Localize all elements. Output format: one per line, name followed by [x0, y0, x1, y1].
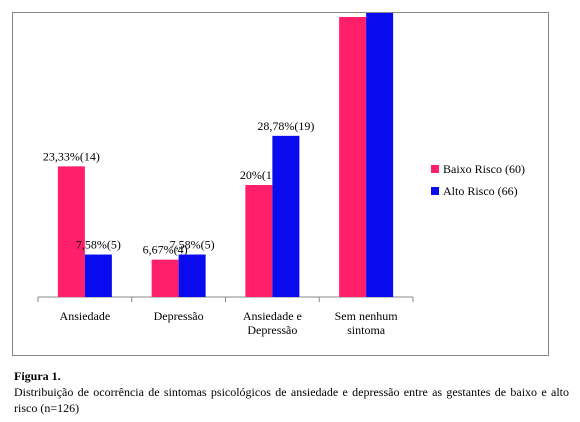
- bar-alto-risco: [366, 13, 394, 298]
- data-label: 50%(30): [332, 13, 374, 14]
- bar-baixo-risco: [339, 17, 367, 297]
- data-label: 7,58%(5): [170, 238, 215, 252]
- bar-baixo-risco: [57, 166, 85, 297]
- data-label: 7,58%(5): [76, 238, 121, 252]
- chart-frame: 23,33%(14) 7,58%(5) Ansiedade 6,67%(4) 7,58%…: [12, 12, 549, 356]
- bar-alto-risco: [178, 254, 206, 297]
- bar-baixo-risco: [245, 185, 273, 297]
- legend-label: Baixo Risco (60): [443, 162, 525, 176]
- bar-alto-risco: [272, 135, 300, 297]
- data-label: 6,67%(4): [143, 243, 188, 257]
- x-tick-label: Ansiedade: [60, 309, 111, 323]
- x-tick-label: Depressão: [247, 323, 297, 337]
- bar-alto-risco: [84, 254, 112, 297]
- bar-chart: 23,33%(14)7,58%(5)Ansiedade6,67%(4)7,58%…: [37, 13, 525, 337]
- x-tick-label: Sem nenhum: [335, 309, 399, 323]
- figure-title: Figura 1.: [14, 369, 61, 383]
- bar-baixo-risco: [151, 259, 179, 297]
- data-label: 28,78%(19): [257, 119, 314, 133]
- legend-swatch: [431, 165, 439, 173]
- figure-caption: Distribuição de ocorrência de sintomas p…: [14, 385, 569, 415]
- x-tick-label: Depressão: [154, 309, 204, 323]
- x-tick-label: Ansiedade e: [243, 309, 302, 323]
- data-label: 20%(12: [240, 168, 278, 182]
- legend-swatch: [431, 187, 439, 195]
- legend-label: Alto Risco (66): [443, 184, 518, 198]
- x-tick-label: sintoma: [347, 323, 386, 337]
- data-label: 23,33%(14): [43, 149, 100, 163]
